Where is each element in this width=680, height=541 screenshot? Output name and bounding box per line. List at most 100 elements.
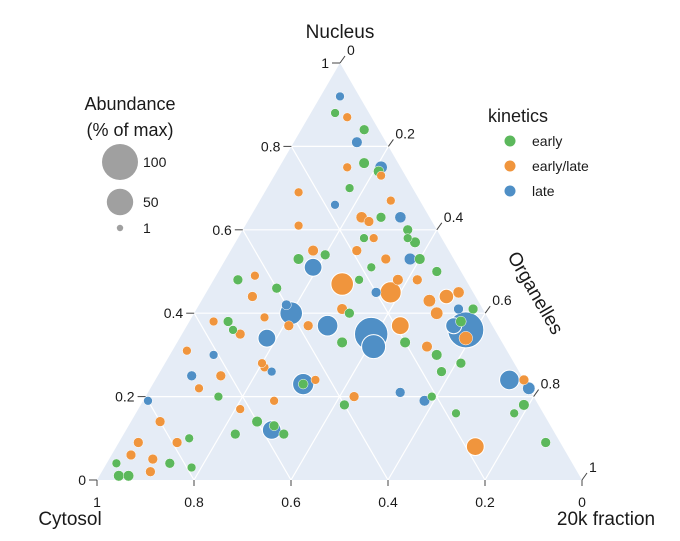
axis-label-organelles: Organelles	[503, 248, 567, 338]
data-point	[186, 462, 197, 473]
grid-line	[484, 396, 535, 481]
axis-label-20k-fraction: 20k fraction	[557, 509, 655, 530]
data-point	[342, 162, 352, 172]
data-point	[303, 257, 323, 277]
color-legend-marker	[504, 185, 516, 197]
data-points	[111, 91, 551, 482]
data-point	[380, 253, 391, 265]
data-point	[208, 350, 219, 360]
nucleus-tick-label: 0	[78, 472, 86, 488]
data-point	[208, 316, 219, 327]
data-point	[499, 369, 520, 391]
data-point	[431, 349, 443, 361]
data-point	[228, 325, 238, 335]
grid-line	[242, 229, 389, 481]
data-point	[518, 374, 530, 386]
size-legend-title-line1: Abundance	[84, 94, 175, 114]
data-point	[235, 404, 245, 414]
size-legend-marker	[106, 188, 134, 216]
data-point	[409, 236, 421, 248]
organelles-tick-label: 1	[589, 459, 597, 475]
data-point	[267, 366, 277, 377]
nucleus-tick-label: 0.6	[212, 222, 232, 238]
data-point	[171, 437, 183, 448]
data-point	[330, 108, 340, 118]
data-point	[222, 316, 234, 327]
color-legend-title: kinetics	[488, 106, 548, 126]
organelles-tick-label-mark	[436, 222, 443, 231]
data-point	[307, 245, 319, 257]
data-point	[342, 112, 352, 122]
grid-line	[290, 229, 438, 481]
data-point	[232, 274, 244, 285]
data-point	[455, 315, 467, 328]
data-point	[147, 453, 158, 465]
data-point	[251, 416, 263, 428]
data-point	[320, 249, 331, 260]
nucleus-tick-label: 1	[321, 55, 329, 71]
fraction-tick-label: 0.6	[281, 494, 301, 510]
data-point	[339, 399, 350, 411]
grid-line	[193, 312, 292, 481]
data-point	[330, 200, 340, 210]
data-point	[194, 383, 204, 393]
color-legend: kinetics early early/late late	[488, 106, 589, 199]
data-point	[375, 212, 387, 223]
fraction-tick-label: 0.4	[378, 494, 398, 510]
size-legend-marker	[116, 224, 124, 232]
data-point	[213, 391, 224, 402]
data-point	[271, 283, 282, 294]
data-point	[268, 420, 280, 431]
corner-label-cytosol: Cytosol	[38, 509, 101, 530]
data-point	[348, 391, 360, 402]
axis-label-nucleus: Nucleus	[306, 22, 375, 43]
grid-line	[145, 396, 195, 481]
data-point	[310, 375, 321, 385]
data-point	[403, 252, 417, 266]
data-point	[395, 387, 406, 398]
data-point	[250, 271, 260, 281]
data-point	[230, 428, 241, 440]
data-point	[430, 306, 444, 320]
data-point	[458, 331, 473, 346]
data-point	[292, 253, 305, 265]
data-point	[344, 183, 355, 193]
data-point	[344, 308, 355, 319]
size-legend: Abundance (% of max) 100 50 1	[84, 94, 175, 236]
data-point	[422, 294, 436, 308]
color-legend-marker	[504, 135, 516, 147]
data-point	[453, 303, 464, 315]
data-point	[438, 288, 455, 305]
size-legend-label: 1	[143, 220, 151, 236]
data-point	[125, 449, 137, 461]
organelles-tick-label-mark	[387, 139, 394, 147]
nucleus-tick-label: 0.8	[261, 138, 281, 154]
data-point	[359, 124, 370, 135]
data-point	[351, 136, 363, 148]
organelles-tick-label: 0.4	[444, 209, 464, 225]
size-legend-marker	[102, 144, 138, 180]
data-point	[451, 408, 461, 418]
data-point	[402, 224, 413, 235]
data-point	[303, 320, 314, 331]
data-point	[215, 370, 226, 381]
organelles-tick-label: 0.2	[395, 125, 415, 141]
axis-ticks: 1 0.8 0.6 0.4 0.2 0 0 0.2 0.4 0.6 0.8 1 1 0.8 0.6 0.4 0.…	[78, 42, 597, 510]
organelles-tick-label-mark	[484, 305, 491, 314]
data-point	[111, 458, 122, 468]
data-point	[390, 316, 410, 336]
data-point	[421, 341, 433, 353]
data-point	[293, 220, 304, 231]
data-point	[257, 358, 267, 368]
fraction-tick-label: 1	[93, 494, 101, 510]
data-point	[278, 428, 289, 440]
data-point	[414, 253, 426, 265]
organelles-tick-label-mark	[339, 55, 346, 64]
data-point	[269, 396, 279, 406]
data-point	[316, 314, 339, 337]
data-point	[509, 408, 519, 418]
nucleus-tick-label: 0.4	[164, 305, 184, 321]
data-point	[403, 233, 413, 243]
data-point	[259, 312, 270, 323]
